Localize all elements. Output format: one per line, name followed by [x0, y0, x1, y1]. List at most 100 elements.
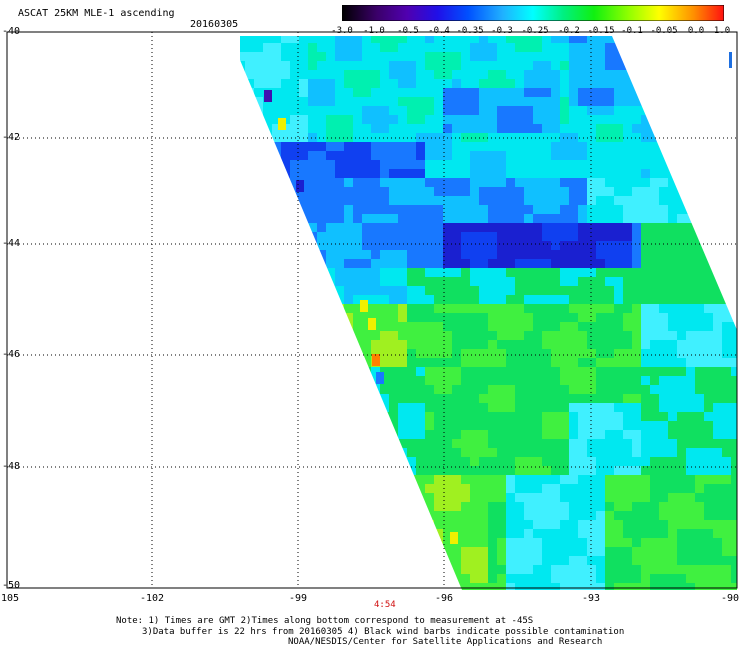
data-cell [443, 304, 452, 313]
data-cell [434, 394, 443, 403]
data-cell [308, 124, 317, 133]
data-cell [650, 250, 659, 259]
data-cell [641, 520, 650, 529]
data-cell [650, 70, 659, 79]
data-cell [578, 178, 587, 187]
data-cell [659, 52, 668, 61]
data-cell [245, 43, 254, 52]
data-cell [695, 484, 704, 493]
data-cell [686, 286, 695, 295]
data-cell [326, 36, 335, 43]
data-cell [695, 142, 704, 151]
data-cell [488, 151, 497, 160]
data-cell [317, 457, 326, 466]
data-cell [240, 358, 245, 367]
data-cell [533, 43, 542, 52]
data-cell [587, 169, 596, 178]
data-cell [452, 367, 461, 376]
data-cell [722, 565, 731, 574]
data-cell [677, 466, 686, 475]
data-cell [605, 322, 614, 331]
data-cell [461, 286, 470, 295]
data-cell [317, 43, 326, 52]
data-cell [659, 178, 668, 187]
data-cell [497, 277, 506, 286]
data-cell [326, 403, 335, 412]
data-cell [587, 529, 596, 538]
data-cell [461, 142, 470, 151]
data-cell [542, 394, 551, 403]
data-cell [281, 232, 290, 241]
data-cell [299, 358, 308, 367]
data-cell [362, 151, 371, 160]
data-cell [281, 403, 290, 412]
data-cell [569, 394, 578, 403]
data-cell [686, 304, 695, 313]
data-cell [398, 268, 407, 277]
data-cell [299, 97, 308, 106]
data-cell [470, 493, 479, 502]
data-cell [578, 133, 587, 142]
data-cell [371, 538, 380, 547]
data-cell [470, 367, 479, 376]
data-cell [506, 295, 515, 304]
data-cell [263, 250, 272, 259]
data-cell [344, 403, 353, 412]
data-cell [632, 205, 641, 214]
data-cell [542, 295, 551, 304]
data-cell [578, 196, 587, 205]
data-cell [326, 142, 335, 151]
data-cell [371, 286, 380, 295]
data-cell [695, 565, 704, 574]
data-cell [308, 133, 317, 142]
data-cell [407, 439, 416, 448]
data-cell [389, 511, 398, 520]
data-cell [641, 439, 650, 448]
data-cell [380, 70, 389, 79]
data-cell [240, 196, 245, 205]
data-cell [578, 277, 587, 286]
data-cell [398, 70, 407, 79]
data-cell [380, 36, 389, 43]
data-cell [389, 106, 398, 115]
data-cell [452, 196, 461, 205]
data-cell [641, 367, 650, 376]
data-cell [344, 36, 353, 43]
data-cell [713, 322, 722, 331]
data-cell [731, 457, 737, 466]
data-cell [371, 36, 380, 43]
data-cell [272, 88, 281, 97]
data-cell [560, 502, 569, 511]
data-cell [560, 574, 569, 583]
data-cell [650, 187, 659, 196]
data-cell [326, 331, 335, 340]
data-cell [317, 547, 326, 556]
data-cell [569, 574, 578, 583]
data-cell [668, 205, 677, 214]
data-cell [407, 88, 416, 97]
data-cell [299, 574, 308, 583]
data-cell [686, 448, 695, 457]
data-cell [299, 196, 308, 205]
data-cell [389, 484, 398, 493]
data-cell [344, 169, 353, 178]
data-cell [650, 340, 659, 349]
data-cell [551, 448, 560, 457]
data-cell [272, 385, 281, 394]
data-cell [362, 142, 371, 151]
data-cell [614, 214, 623, 223]
data-cell [263, 412, 272, 421]
data-cell [443, 187, 452, 196]
data-cell [470, 142, 479, 151]
data-cell [497, 547, 506, 556]
data-cell [407, 412, 416, 421]
data-cell [614, 412, 623, 421]
data-cell [569, 583, 578, 590]
data-cell [659, 475, 668, 484]
data-cell [569, 169, 578, 178]
data-cell [506, 205, 515, 214]
data-cell [578, 475, 587, 484]
data-cell [569, 466, 578, 475]
data-cell [542, 493, 551, 502]
data-cell [371, 232, 380, 241]
